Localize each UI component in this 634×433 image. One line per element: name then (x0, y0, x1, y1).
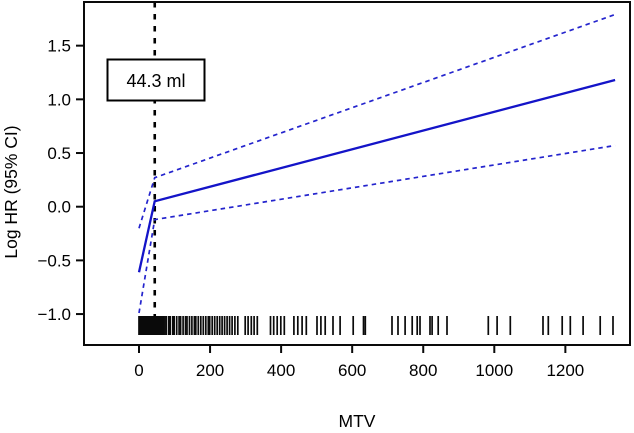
x-axis-title: MTV (339, 411, 376, 431)
y-tick-label: 1.0 (47, 90, 71, 109)
x-tick-label: 1000 (475, 361, 513, 380)
reference-label: 44.3 ml (126, 71, 185, 91)
y-tick-label: 0.0 (47, 198, 71, 217)
y-tick-label: −0.5 (37, 251, 71, 270)
upper-95ci-line (138, 13, 616, 229)
y-axis-title: Log HR (95% CI) (1, 125, 21, 258)
x-tick-label: 200 (196, 361, 224, 380)
y-tick-label: 1.5 (47, 37, 71, 56)
x-tick-label: 600 (338, 361, 366, 380)
plot-border (83, 1, 631, 346)
x-tick-label: 400 (267, 361, 295, 380)
y-tick-label: −1.0 (37, 305, 71, 324)
reference-label-background (106, 58, 206, 102)
series-group (137, 13, 616, 314)
rug-plot (138, 316, 614, 335)
reference-label-group: 44.3 ml (106, 58, 206, 102)
y-tick-label: 0.5 (47, 144, 71, 163)
lower-95ci-line (138, 144, 616, 314)
x-tick-label: 0 (134, 361, 143, 380)
y-axis: 1.5 1.0 0.5 0.0 −0.5 −1.0 (37, 37, 84, 324)
log-hr-estimate-line (137, 78, 616, 273)
x-tick-label: 800 (409, 361, 437, 380)
x-axis: 0 200 400 600 800 1000 1200 (134, 345, 584, 380)
x-tick-label: 1200 (546, 361, 584, 380)
